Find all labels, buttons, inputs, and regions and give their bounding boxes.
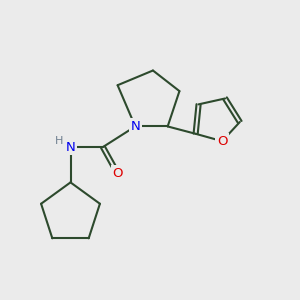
Text: N: N [66,141,75,154]
Text: N: N [130,120,140,133]
Text: O: O [217,135,227,148]
Text: H: H [55,136,64,146]
Text: O: O [112,167,123,180]
